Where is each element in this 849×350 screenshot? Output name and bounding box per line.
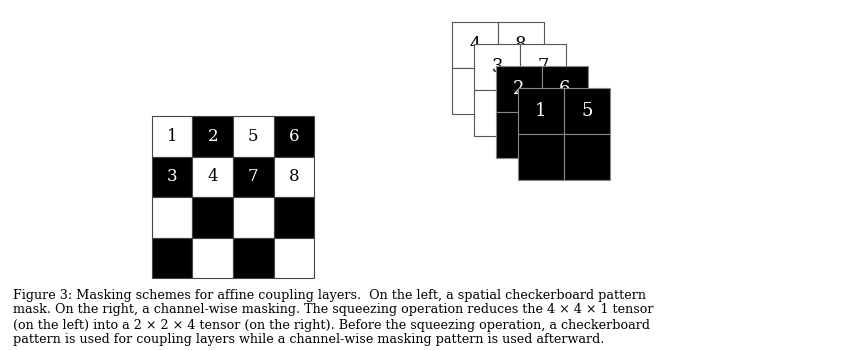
Text: 4: 4 bbox=[207, 168, 218, 185]
Text: 3: 3 bbox=[167, 168, 177, 185]
Bar bbox=[452, 22, 498, 68]
Text: 2: 2 bbox=[207, 128, 218, 145]
Bar bbox=[542, 66, 588, 112]
Bar bbox=[273, 197, 314, 238]
Text: 2: 2 bbox=[514, 80, 525, 98]
Bar bbox=[496, 66, 542, 112]
Text: 8: 8 bbox=[515, 36, 526, 54]
Text: 1: 1 bbox=[167, 128, 177, 145]
Bar bbox=[273, 156, 314, 197]
Text: 5: 5 bbox=[582, 102, 593, 120]
Bar bbox=[273, 116, 314, 156]
Bar bbox=[496, 112, 542, 158]
Bar bbox=[518, 134, 564, 180]
Text: 1: 1 bbox=[535, 102, 547, 120]
Bar bbox=[193, 116, 233, 156]
Bar bbox=[152, 156, 193, 197]
Bar bbox=[498, 22, 544, 68]
Bar bbox=[520, 90, 566, 136]
Text: 7: 7 bbox=[537, 58, 548, 76]
Bar bbox=[193, 238, 233, 278]
Bar bbox=[152, 116, 193, 156]
Text: 7: 7 bbox=[248, 168, 259, 185]
Bar bbox=[273, 238, 314, 278]
Bar bbox=[564, 88, 610, 134]
Bar bbox=[542, 112, 588, 158]
Bar bbox=[233, 116, 273, 156]
Bar bbox=[152, 197, 193, 238]
Text: Figure 3: Masking schemes for affine coupling layers.  On the left, a spatial ch: Figure 3: Masking schemes for affine cou… bbox=[13, 288, 653, 346]
Text: 8: 8 bbox=[289, 168, 299, 185]
Text: 3: 3 bbox=[492, 58, 503, 76]
Bar bbox=[474, 44, 520, 90]
Bar bbox=[452, 68, 498, 114]
Bar bbox=[193, 156, 233, 197]
Bar bbox=[233, 156, 273, 197]
Bar bbox=[233, 238, 273, 278]
Text: 6: 6 bbox=[289, 128, 299, 145]
Text: 6: 6 bbox=[559, 80, 571, 98]
Bar bbox=[564, 134, 610, 180]
Bar bbox=[520, 44, 566, 90]
Bar bbox=[193, 197, 233, 238]
Bar bbox=[233, 197, 273, 238]
Bar bbox=[498, 68, 544, 114]
Text: 5: 5 bbox=[248, 128, 258, 145]
Bar bbox=[518, 88, 564, 134]
Bar bbox=[152, 238, 193, 278]
Text: 4: 4 bbox=[469, 36, 481, 54]
Bar bbox=[474, 90, 520, 136]
